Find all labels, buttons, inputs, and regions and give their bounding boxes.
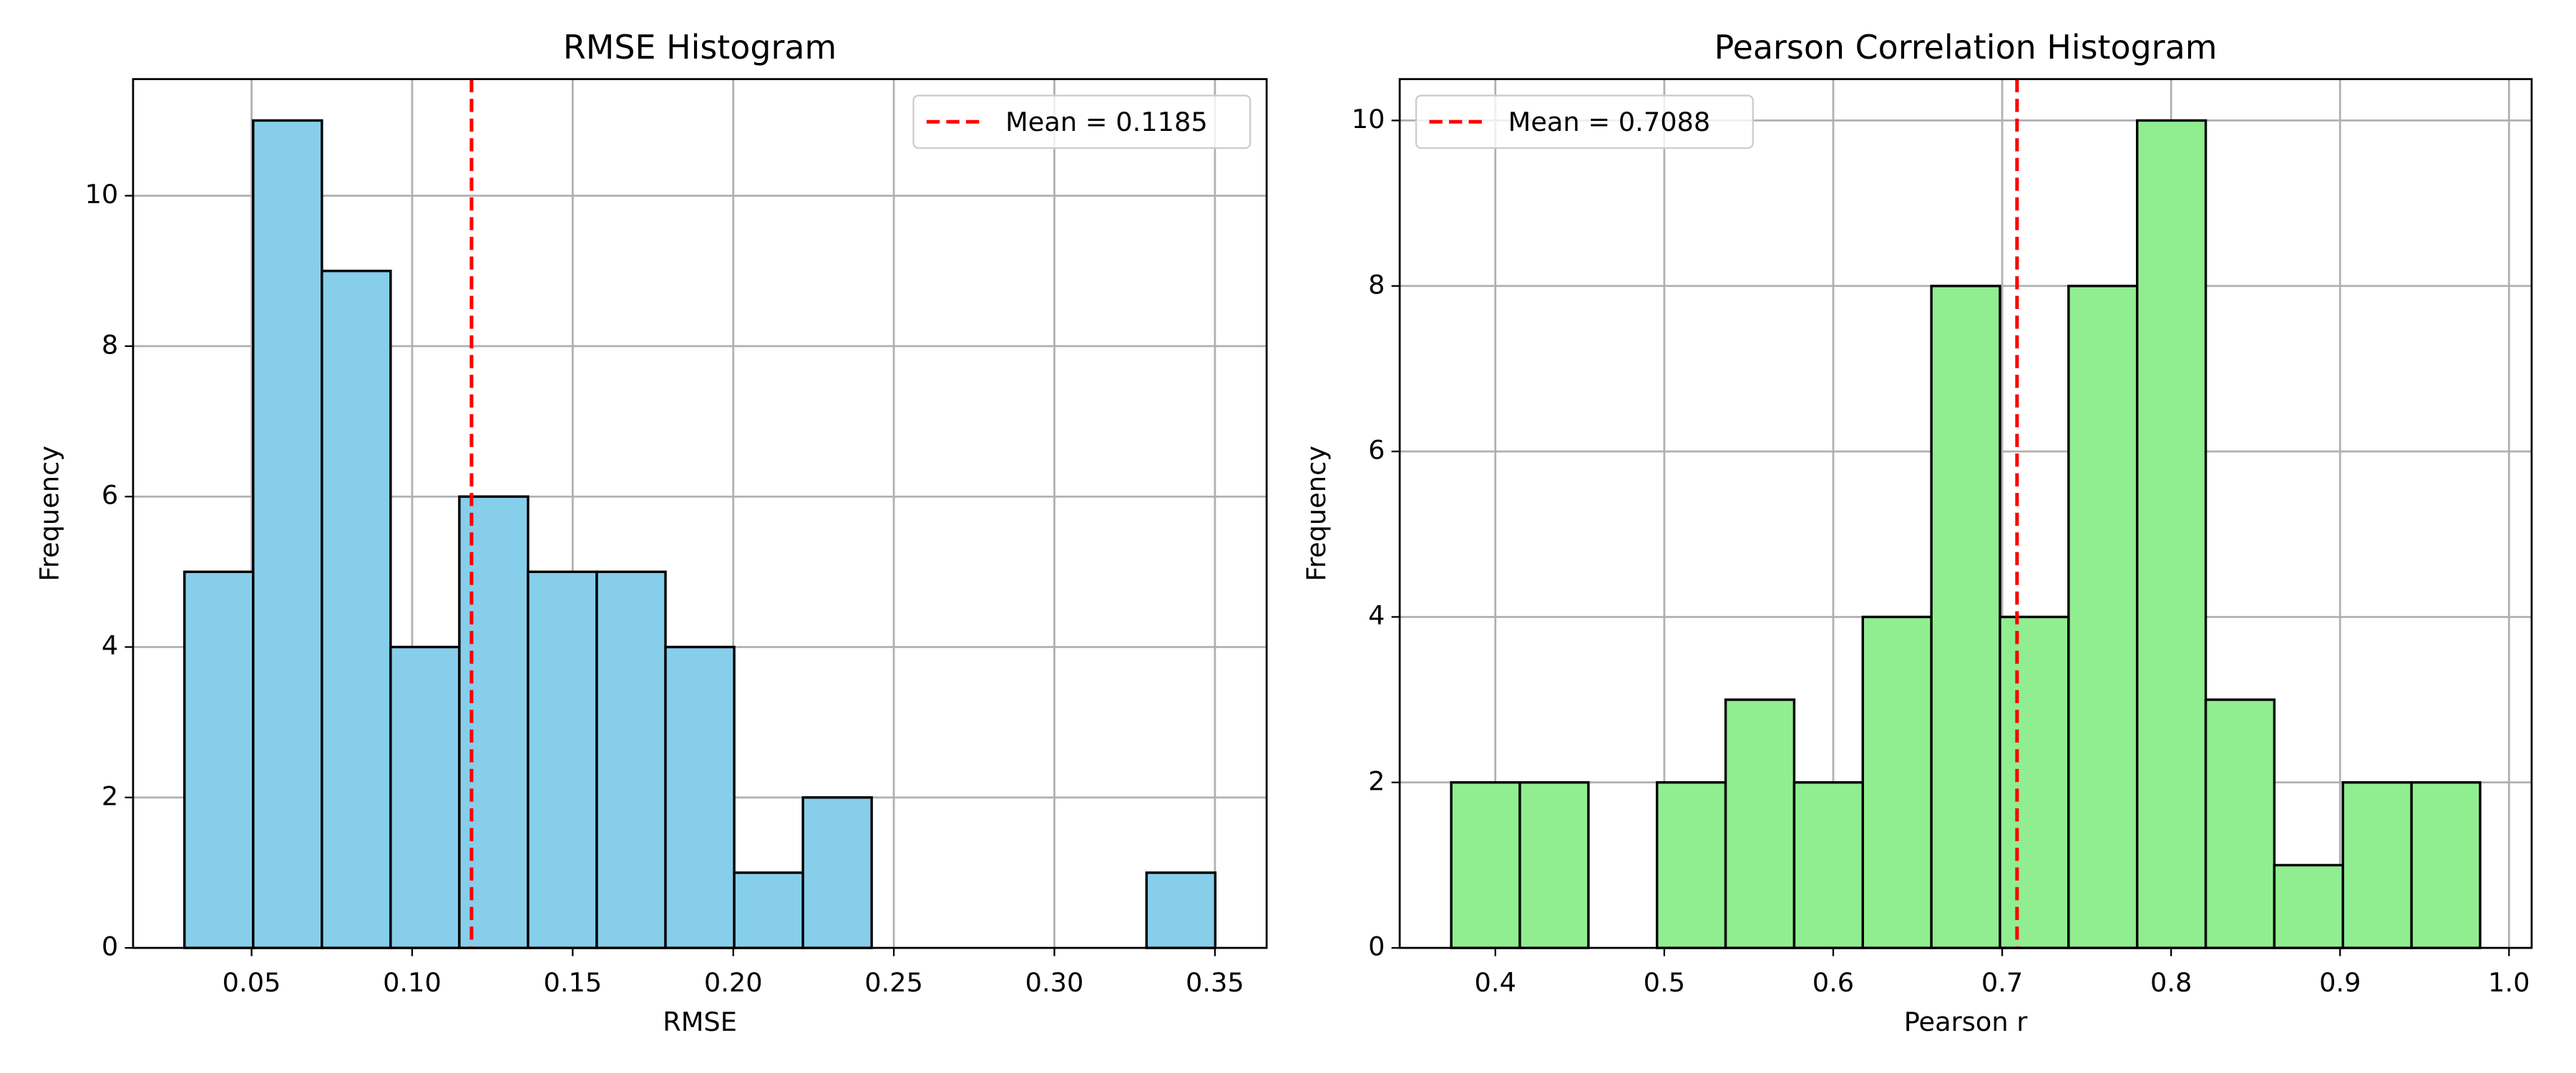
- x-tick-label: 0.7: [1981, 967, 2023, 998]
- y-tick-label: 0: [102, 931, 118, 962]
- bar: [183, 570, 255, 949]
- chart-title: Pearson Correlation Histogram: [1714, 28, 2218, 67]
- chart-title: RMSE Histogram: [563, 28, 836, 67]
- bar: [1518, 781, 1590, 949]
- bar: [527, 570, 598, 949]
- y-tick-label: 10: [85, 179, 119, 210]
- y-tick-label: 10: [1352, 104, 1385, 134]
- bar: [1450, 781, 1521, 949]
- x-tick-label: 0.9: [2319, 967, 2361, 998]
- axes-frame: [1398, 78, 2533, 949]
- bar: [1145, 871, 1217, 949]
- bar: [458, 495, 530, 949]
- x-tick-label: 1.0: [2488, 967, 2529, 998]
- bar: [801, 796, 873, 949]
- y-tick-label: 8: [1368, 269, 1385, 300]
- y-tick-label: 2: [1368, 765, 1385, 796]
- legend-label: Mean = 0.7088: [1508, 107, 1711, 137]
- x-tick-label: 0.4: [1475, 967, 1516, 998]
- x-tick-label: 0.10: [383, 967, 441, 998]
- legend-label: Mean = 0.1185: [1005, 107, 1208, 137]
- bar: [252, 119, 323, 949]
- bar: [1655, 781, 1727, 949]
- bar: [1930, 285, 2001, 949]
- y-tick-label: 0: [1368, 931, 1385, 962]
- x-tick-label: 0.05: [223, 967, 281, 998]
- bar: [2273, 863, 2345, 949]
- bar: [664, 645, 736, 949]
- x-tick-label: 0.25: [864, 967, 923, 998]
- x-tick-label: 0.20: [704, 967, 763, 998]
- bar: [2135, 119, 2207, 949]
- y-tick-label: 6: [102, 480, 118, 511]
- y-tick-label: 6: [1368, 435, 1385, 466]
- axes-frame: [132, 78, 1268, 949]
- bar: [595, 570, 667, 949]
- x-tick-label: 0.30: [1025, 967, 1084, 998]
- legend-box: [912, 94, 1252, 150]
- bar: [1792, 781, 1865, 949]
- bar: [2410, 781, 2482, 949]
- bar: [389, 645, 461, 949]
- y-axis-label: Frequency: [34, 446, 65, 582]
- bar: [2067, 285, 2139, 949]
- x-tick-label: 0.8: [2150, 967, 2192, 998]
- bar: [2341, 781, 2413, 949]
- x-tick-label: 0.35: [1186, 967, 1244, 998]
- bar: [733, 871, 804, 949]
- legend-box: [1415, 94, 1754, 150]
- x-tick-label: 0.15: [543, 967, 602, 998]
- bar: [2204, 698, 2276, 949]
- bar: [1861, 615, 1933, 949]
- bar: [321, 270, 392, 949]
- y-tick-label: 2: [102, 780, 118, 811]
- y-tick-label: 8: [102, 329, 118, 360]
- bar: [1724, 698, 1796, 949]
- x-tick-label: 0.6: [1813, 967, 1854, 998]
- y-tick-label: 4: [102, 630, 118, 661]
- x-axis-label: RMSE: [663, 1006, 737, 1037]
- y-axis-label: Frequency: [1301, 446, 1332, 582]
- y-tick-label: 4: [1368, 600, 1385, 631]
- x-axis-label: Pearson r: [1904, 1006, 2029, 1037]
- bar: [1999, 615, 2070, 949]
- x-tick-label: 0.5: [1644, 967, 1685, 998]
